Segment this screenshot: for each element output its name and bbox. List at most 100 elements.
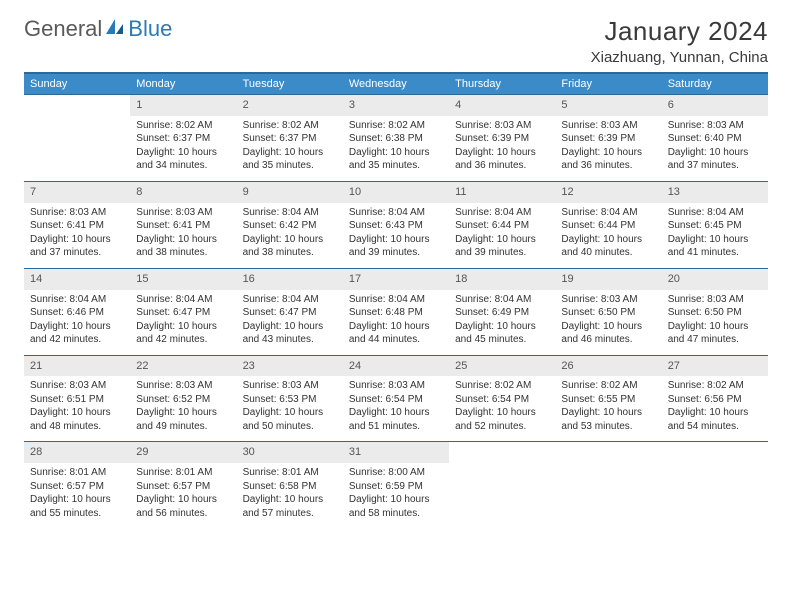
day-number: 15 <box>130 269 236 290</box>
day-number: 1 <box>130 95 236 116</box>
calendar-day-cell: 19Sunrise: 8:03 AMSunset: 6:50 PMDayligh… <box>555 268 661 355</box>
location-label: Xiazhuang, Yunnan, China <box>591 49 768 66</box>
sunset-text: Sunset: 6:48 PM <box>349 306 443 320</box>
day-content: Sunrise: 8:02 AMSunset: 6:37 PMDaylight:… <box>237 116 343 181</box>
daylight-text: Daylight: 10 hours and 47 minutes. <box>668 320 762 347</box>
weekday-header: Wednesday <box>343 73 449 95</box>
day-number: 12 <box>555 182 661 203</box>
day-number: 23 <box>237 356 343 377</box>
calendar-day-cell: 30Sunrise: 8:01 AMSunset: 6:58 PMDayligh… <box>237 442 343 528</box>
sunrise-text: Sunrise: 8:02 AM <box>455 379 549 393</box>
logo-text-general: General <box>24 16 102 42</box>
sunrise-text: Sunrise: 8:03 AM <box>561 119 655 133</box>
day-number: 11 <box>449 182 555 203</box>
day-number: 8 <box>130 182 236 203</box>
sunset-text: Sunset: 6:52 PM <box>136 393 230 407</box>
calendar-day-cell: 29Sunrise: 8:01 AMSunset: 6:57 PMDayligh… <box>130 442 236 528</box>
calendar-day-cell: 11Sunrise: 8:04 AMSunset: 6:44 PMDayligh… <box>449 181 555 268</box>
sunset-text: Sunset: 6:49 PM <box>455 306 549 320</box>
calendar-day-cell: 18Sunrise: 8:04 AMSunset: 6:49 PMDayligh… <box>449 268 555 355</box>
calendar-day-cell: 10Sunrise: 8:04 AMSunset: 6:43 PMDayligh… <box>343 181 449 268</box>
day-number: 16 <box>237 269 343 290</box>
calendar-day-cell: 13Sunrise: 8:04 AMSunset: 6:45 PMDayligh… <box>662 181 768 268</box>
day-number: 7 <box>24 182 130 203</box>
weekday-header: Friday <box>555 73 661 95</box>
daylight-text: Daylight: 10 hours and 35 minutes. <box>349 146 443 173</box>
day-content: Sunrise: 8:01 AMSunset: 6:57 PMDaylight:… <box>130 463 236 528</box>
day-content: Sunrise: 8:04 AMSunset: 6:48 PMDaylight:… <box>343 290 449 355</box>
day-content: Sunrise: 8:04 AMSunset: 6:44 PMDaylight:… <box>555 203 661 268</box>
daylight-text: Daylight: 10 hours and 41 minutes. <box>668 233 762 260</box>
daylight-text: Daylight: 10 hours and 54 minutes. <box>668 406 762 433</box>
day-content: Sunrise: 8:03 AMSunset: 6:39 PMDaylight:… <box>449 116 555 181</box>
day-content: Sunrise: 8:01 AMSunset: 6:58 PMDaylight:… <box>237 463 343 528</box>
calendar-day-cell <box>24 95 130 182</box>
sunset-text: Sunset: 6:47 PM <box>136 306 230 320</box>
calendar-day-cell: 21Sunrise: 8:03 AMSunset: 6:51 PMDayligh… <box>24 355 130 442</box>
day-number: 25 <box>449 356 555 377</box>
sunset-text: Sunset: 6:51 PM <box>30 393 124 407</box>
day-number: 13 <box>662 182 768 203</box>
day-content: Sunrise: 8:02 AMSunset: 6:56 PMDaylight:… <box>662 376 768 441</box>
sunset-text: Sunset: 6:40 PM <box>668 132 762 146</box>
calendar-day-cell <box>662 442 768 528</box>
sunset-text: Sunset: 6:59 PM <box>349 480 443 494</box>
daylight-text: Daylight: 10 hours and 48 minutes. <box>30 406 124 433</box>
day-number: 30 <box>237 442 343 463</box>
calendar-day-cell: 9Sunrise: 8:04 AMSunset: 6:42 PMDaylight… <box>237 181 343 268</box>
day-content: Sunrise: 8:03 AMSunset: 6:54 PMDaylight:… <box>343 376 449 441</box>
sunrise-text: Sunrise: 8:04 AM <box>30 293 124 307</box>
sunrise-text: Sunrise: 8:01 AM <box>243 466 337 480</box>
sunset-text: Sunset: 6:41 PM <box>30 219 124 233</box>
day-content: Sunrise: 8:03 AMSunset: 6:51 PMDaylight:… <box>24 376 130 441</box>
day-content: Sunrise: 8:03 AMSunset: 6:41 PMDaylight:… <box>130 203 236 268</box>
daylight-text: Daylight: 10 hours and 38 minutes. <box>243 233 337 260</box>
calendar-week-row: 14Sunrise: 8:04 AMSunset: 6:46 PMDayligh… <box>24 268 768 355</box>
logo-text-blue: Blue <box>128 16 172 42</box>
sunrise-text: Sunrise: 8:04 AM <box>349 293 443 307</box>
weekday-header: Sunday <box>24 73 130 95</box>
day-content: Sunrise: 8:01 AMSunset: 6:57 PMDaylight:… <box>24 463 130 528</box>
sunset-text: Sunset: 6:43 PM <box>349 219 443 233</box>
calendar-day-cell: 14Sunrise: 8:04 AMSunset: 6:46 PMDayligh… <box>24 268 130 355</box>
day-content: Sunrise: 8:00 AMSunset: 6:59 PMDaylight:… <box>343 463 449 528</box>
daylight-text: Daylight: 10 hours and 37 minutes. <box>30 233 124 260</box>
daylight-text: Daylight: 10 hours and 36 minutes. <box>455 146 549 173</box>
daylight-text: Daylight: 10 hours and 51 minutes. <box>349 406 443 433</box>
sunset-text: Sunset: 6:50 PM <box>668 306 762 320</box>
daylight-text: Daylight: 10 hours and 34 minutes. <box>136 146 230 173</box>
daylight-text: Daylight: 10 hours and 39 minutes. <box>455 233 549 260</box>
day-content: Sunrise: 8:04 AMSunset: 6:42 PMDaylight:… <box>237 203 343 268</box>
sunset-text: Sunset: 6:41 PM <box>136 219 230 233</box>
sunset-text: Sunset: 6:57 PM <box>30 480 124 494</box>
calendar-day-cell: 23Sunrise: 8:03 AMSunset: 6:53 PMDayligh… <box>237 355 343 442</box>
calendar-day-cell: 1Sunrise: 8:02 AMSunset: 6:37 PMDaylight… <box>130 95 236 182</box>
sunrise-text: Sunrise: 8:02 AM <box>349 119 443 133</box>
day-content: Sunrise: 8:03 AMSunset: 6:50 PMDaylight:… <box>555 290 661 355</box>
sunset-text: Sunset: 6:38 PM <box>349 132 443 146</box>
day-content: Sunrise: 8:03 AMSunset: 6:40 PMDaylight:… <box>662 116 768 181</box>
sunset-text: Sunset: 6:54 PM <box>455 393 549 407</box>
sunrise-text: Sunrise: 8:04 AM <box>243 293 337 307</box>
day-content: Sunrise: 8:02 AMSunset: 6:37 PMDaylight:… <box>130 116 236 181</box>
calendar-day-cell: 25Sunrise: 8:02 AMSunset: 6:54 PMDayligh… <box>449 355 555 442</box>
calendar-week-row: 21Sunrise: 8:03 AMSunset: 6:51 PMDayligh… <box>24 355 768 442</box>
daylight-text: Daylight: 10 hours and 46 minutes. <box>561 320 655 347</box>
sunset-text: Sunset: 6:55 PM <box>561 393 655 407</box>
day-content: Sunrise: 8:04 AMSunset: 6:49 PMDaylight:… <box>449 290 555 355</box>
sunset-text: Sunset: 6:58 PM <box>243 480 337 494</box>
sunrise-text: Sunrise: 8:04 AM <box>455 206 549 220</box>
day-number: 22 <box>130 356 236 377</box>
calendar-day-cell: 15Sunrise: 8:04 AMSunset: 6:47 PMDayligh… <box>130 268 236 355</box>
day-number: 28 <box>24 442 130 463</box>
sunrise-text: Sunrise: 8:02 AM <box>668 379 762 393</box>
sunrise-text: Sunrise: 8:03 AM <box>30 206 124 220</box>
sunset-text: Sunset: 6:54 PM <box>349 393 443 407</box>
sunrise-text: Sunrise: 8:03 AM <box>668 119 762 133</box>
day-content: Sunrise: 8:04 AMSunset: 6:47 PMDaylight:… <box>130 290 236 355</box>
day-content: Sunrise: 8:02 AMSunset: 6:38 PMDaylight:… <box>343 116 449 181</box>
sunrise-text: Sunrise: 8:04 AM <box>561 206 655 220</box>
daylight-text: Daylight: 10 hours and 42 minutes. <box>30 320 124 347</box>
sunset-text: Sunset: 6:39 PM <box>561 132 655 146</box>
calendar-day-cell: 24Sunrise: 8:03 AMSunset: 6:54 PMDayligh… <box>343 355 449 442</box>
